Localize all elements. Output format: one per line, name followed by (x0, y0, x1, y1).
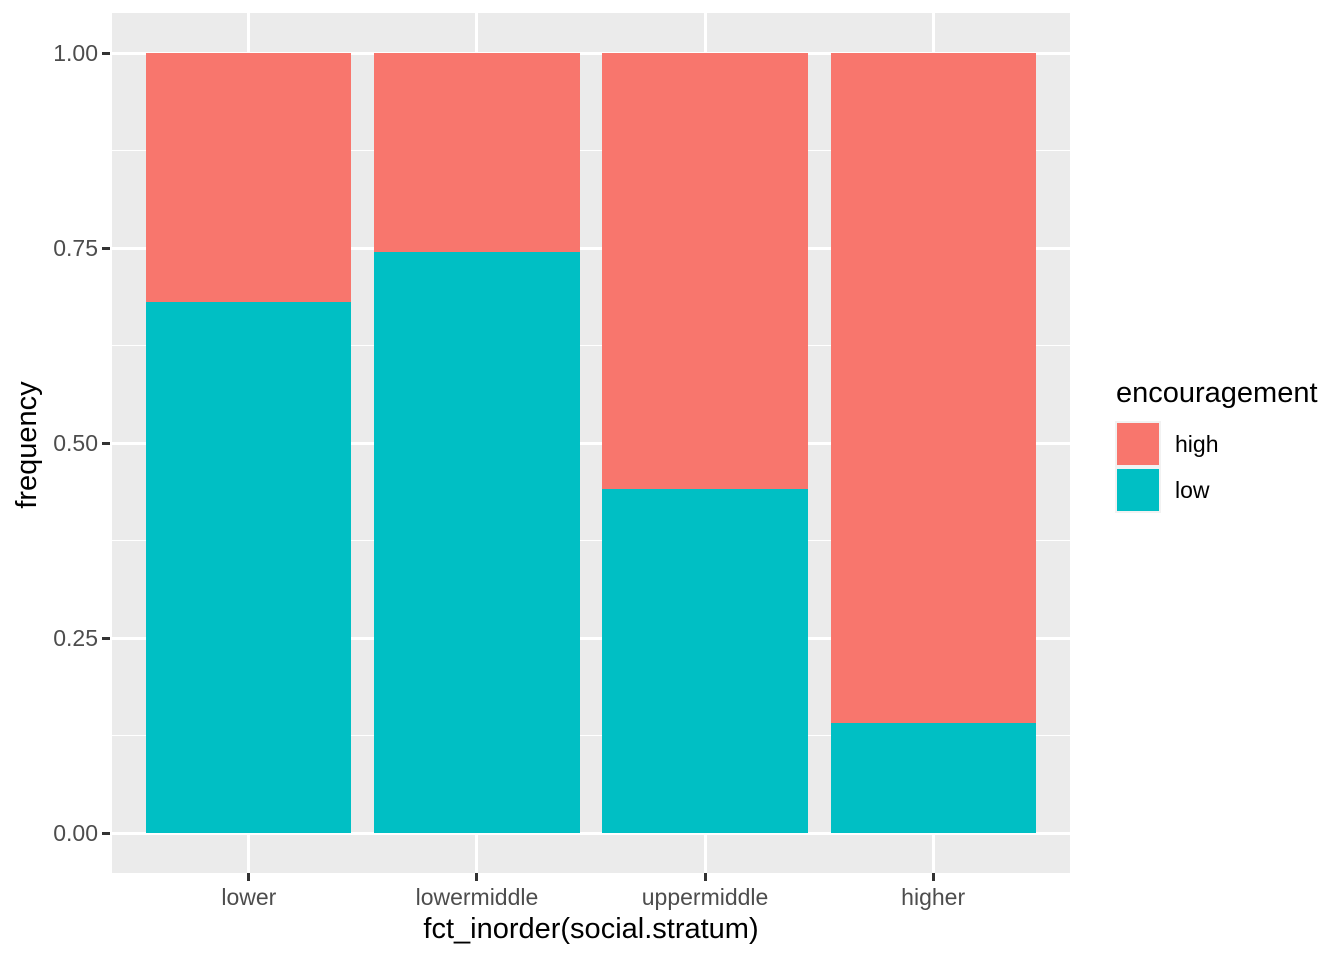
y-axis-title: frequency (11, 381, 43, 509)
y-tick-label: 0.75 (53, 234, 98, 261)
bar-segment-uppermiddle-low (602, 489, 808, 833)
bar-segment-uppermiddle-high (602, 53, 808, 490)
y-tick-mark (102, 441, 110, 445)
y-tick-label: 0.50 (53, 429, 98, 456)
plot-panel (112, 13, 1070, 873)
bar-segment-higher-low (830, 723, 1036, 833)
bar-segment-lowermiddle-high (374, 53, 580, 252)
x-tick-mark (247, 873, 251, 881)
major-gridline (112, 636, 1070, 640)
minor-gridline (112, 539, 1070, 542)
x-tick-mark (931, 873, 935, 881)
x-tick-label-lower: lower (221, 884, 277, 910)
y-tick-mark (102, 831, 110, 835)
y-tick-label: 0.25 (53, 624, 98, 651)
major-gridline (112, 831, 1070, 835)
major-gridline (112, 441, 1070, 445)
legend-item-high: high (1115, 421, 1318, 467)
legend-label-low: low (1175, 476, 1210, 503)
bar-segment-lowermiddle-low (374, 251, 580, 833)
legend-label-high: high (1175, 430, 1219, 457)
y-tick-mark (102, 636, 110, 640)
bar-segment-lower-high (146, 53, 352, 302)
minor-gridline (112, 344, 1070, 347)
major-gridline (112, 246, 1070, 250)
y-tick-label: 1.00 (53, 39, 98, 66)
x-tick-label-lowermiddle: lowermiddle (415, 884, 539, 910)
legend-item-low: low (1115, 467, 1318, 513)
x-axis-title: fct_inorder(social.stratum) (423, 913, 759, 945)
legend: encouragement high low (1115, 378, 1318, 513)
legend-key-low (1115, 467, 1161, 513)
x-tick-label-uppermiddle: uppermiddle (641, 884, 769, 910)
y-tick-label: 0.00 (53, 819, 98, 846)
bar-segment-lower-low (146, 301, 352, 833)
legend-swatch-low (1117, 469, 1159, 511)
legend-key-high (1115, 421, 1161, 467)
bar-segment-higher-high (830, 53, 1036, 724)
x-tick-mark (703, 873, 707, 881)
legend-items: high low (1115, 421, 1318, 513)
x-tick-mark (475, 873, 479, 881)
legend-swatch-high (1117, 423, 1159, 465)
x-tick-label-higher: higher (901, 884, 966, 910)
major-gridline (112, 51, 1070, 55)
y-tick-mark (102, 246, 110, 250)
minor-gridline (112, 149, 1070, 152)
y-tick-mark (102, 51, 110, 55)
minor-gridline (112, 734, 1070, 737)
legend-title: encouragement (1116, 377, 1318, 409)
